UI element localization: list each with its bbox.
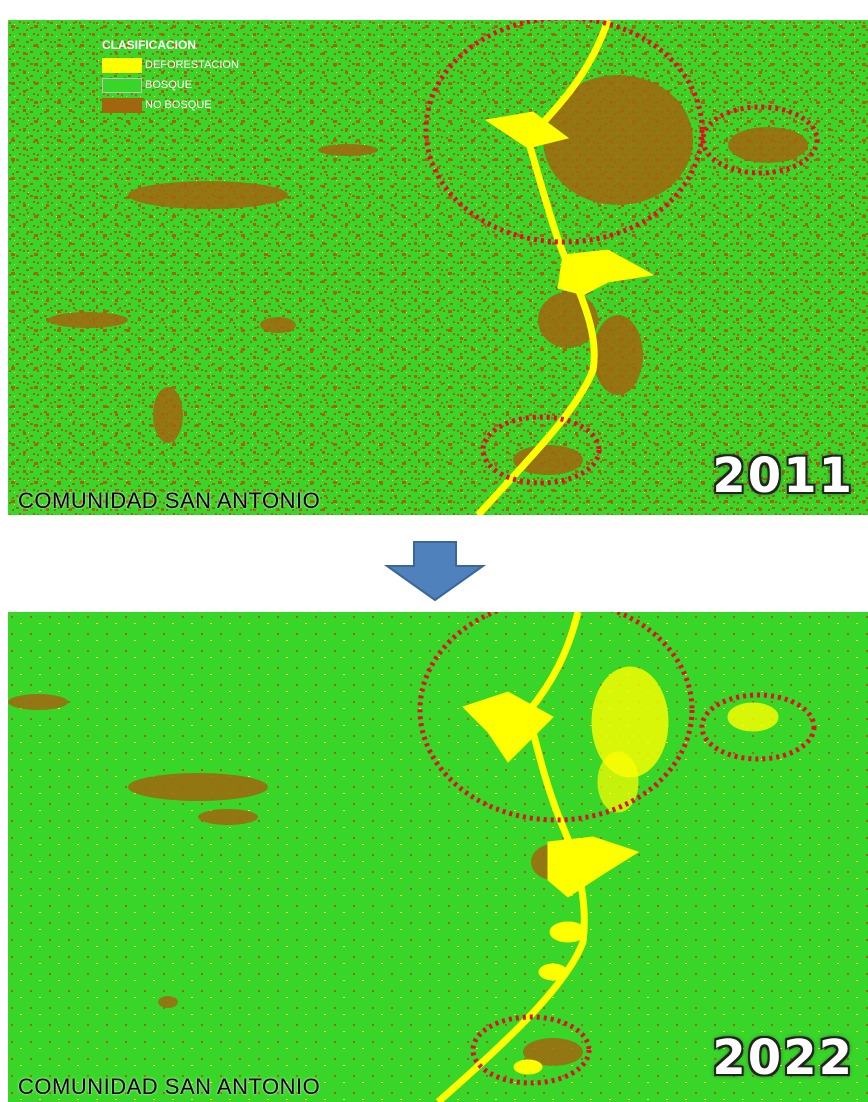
map-panel-2022: COMUNIDAD SAN ANTONIO 2022 — [8, 612, 868, 1102]
legend-swatch-brown — [102, 97, 142, 113]
down-arrow-icon — [383, 541, 487, 602]
map-panel-2011: CLASIFICACION DEFORESTACION BOSQUE NO BO… — [8, 20, 868, 515]
highlight-circles — [417, 612, 817, 1086]
highlight-circles — [423, 20, 820, 486]
deforestation-areas — [435, 612, 779, 1102]
year-label: 2011 — [712, 448, 854, 504]
legend-label: BOSQUE — [145, 79, 193, 91]
non-forest-patches — [8, 694, 583, 1066]
legend-item-deforestation: DEFORESTACION — [102, 55, 239, 75]
legend-item-forest: BOSQUE — [102, 75, 239, 95]
classification-map-2022 — [8, 612, 868, 1102]
legend-label: DEFORESTACION — [145, 59, 239, 71]
legend: CLASIFICACION DEFORESTACION BOSQUE NO BO… — [102, 38, 239, 115]
classification-map-2011 — [8, 20, 868, 515]
legend-item-non-forest: NO BOSQUE — [102, 95, 239, 115]
legend-swatch-yellow — [102, 57, 142, 73]
legend-swatch-green — [102, 77, 142, 93]
year-label: 2022 — [712, 1030, 854, 1086]
community-label: COMUNIDAD SAN ANTONIO — [18, 488, 321, 513]
legend-title: CLASIFICACION — [102, 38, 196, 52]
community-label: COMUNIDAD SAN ANTONIO — [18, 1074, 321, 1099]
legend-label: NO BOSQUE — [145, 99, 212, 111]
